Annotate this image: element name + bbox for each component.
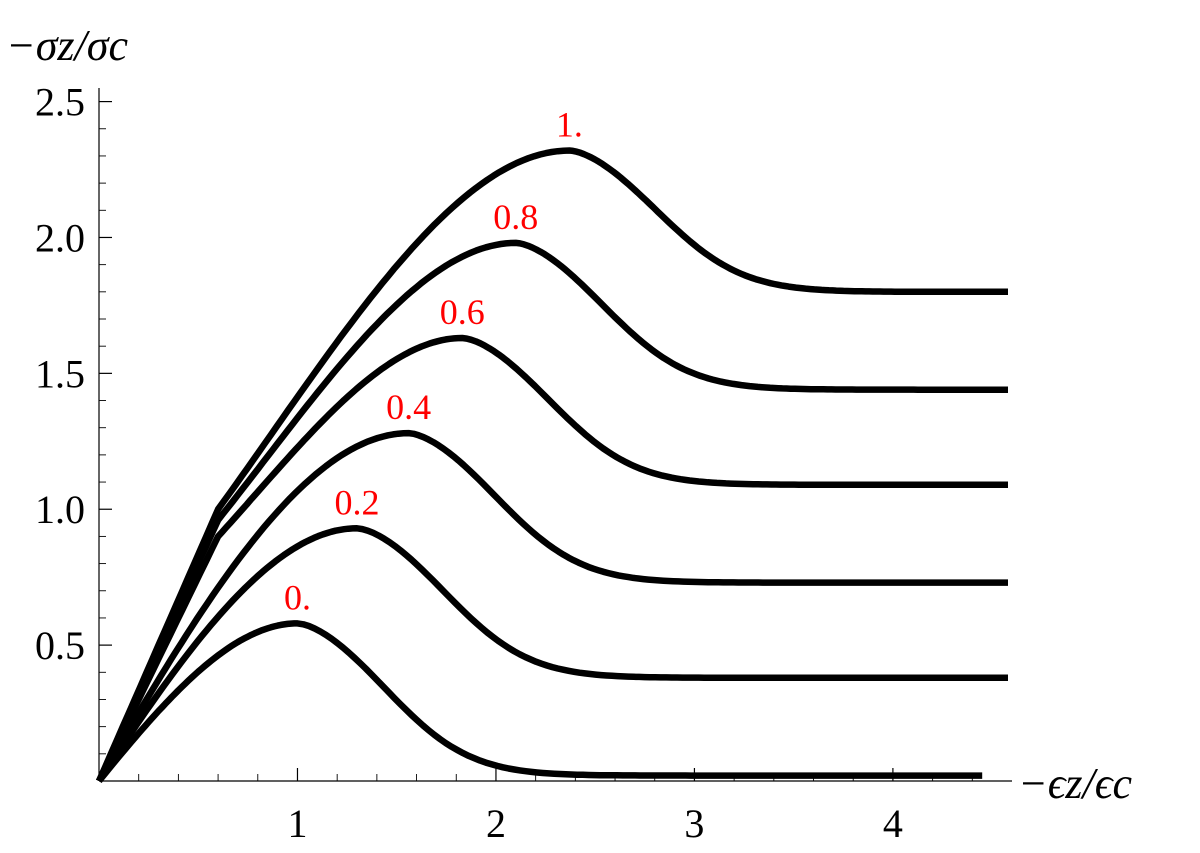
series-line-1 [96,620,983,784]
x-tick-label: 3 [684,801,704,846]
y-axis-title: −σz/σc [6,21,128,70]
series-line-6 [96,147,1008,783]
y-tick-label: 1.5 [35,351,85,396]
y-tick-label: 2.0 [35,215,85,260]
series-label-1: 0. [284,577,311,617]
series-line-2 [96,525,1008,783]
x-tick-label: 2 [486,801,506,846]
y-tick-label: 1.0 [35,487,85,532]
x-axis-title: −ϵz/ϵc [1018,759,1132,808]
ticks: 1 2 3 4 0.5 1.0 1.5 2.0 2.5 [35,80,973,846]
series-label-4: 0.6 [440,292,485,332]
series-label-3: 0.4 [386,387,431,427]
x-tick-label: 1 [287,801,307,846]
series-label-2: 0.2 [335,482,380,522]
curves [96,147,1008,784]
axes [98,88,1012,782]
series-line-5 [96,239,1008,783]
series-label-5: 0.8 [493,197,538,237]
y-tick-label: 0.5 [35,623,85,668]
series-line-4 [96,334,1008,783]
series-line-3 [96,429,1008,783]
x-tick-label: 4 [883,801,903,846]
y-tick-label: 2.5 [35,80,85,125]
curve-labels: 0. 0.2 0.4 0.6 0.8 1. [284,105,583,618]
series-label-6: 1. [556,105,583,145]
